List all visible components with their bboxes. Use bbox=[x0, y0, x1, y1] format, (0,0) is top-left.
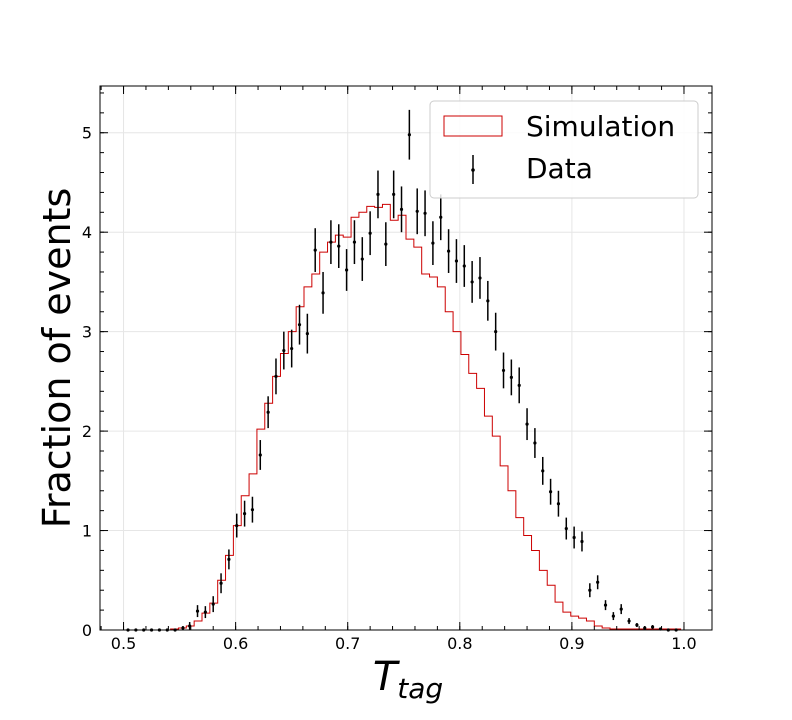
legend: Simulation Data bbox=[429, 100, 699, 199]
data-point bbox=[203, 610, 207, 614]
data-point bbox=[423, 211, 427, 215]
axis-ticks bbox=[100, 86, 712, 631]
data-point bbox=[627, 619, 631, 623]
data-point bbox=[486, 299, 490, 303]
x-tick-label: 1.0 bbox=[671, 634, 696, 653]
x-axis-label: Ttag bbox=[373, 654, 443, 705]
data-point bbox=[399, 207, 404, 211]
data-point bbox=[290, 346, 294, 351]
data-point bbox=[650, 625, 655, 629]
data-point bbox=[611, 614, 615, 618]
data-point bbox=[360, 257, 364, 261]
data-point bbox=[195, 609, 200, 613]
legend-simulation-swatch bbox=[443, 115, 503, 137]
data-point bbox=[643, 626, 647, 630]
data-point bbox=[282, 348, 286, 353]
legend-data-marker bbox=[471, 168, 475, 172]
data-point bbox=[321, 291, 325, 295]
data-point bbox=[431, 241, 435, 245]
data-point bbox=[541, 469, 545, 473]
data-point bbox=[352, 240, 357, 244]
y-tick-label: 4 bbox=[82, 223, 92, 242]
data-point bbox=[446, 249, 451, 253]
data-point bbox=[439, 215, 443, 219]
data-point bbox=[556, 502, 561, 506]
data-point bbox=[415, 209, 419, 213]
data-point bbox=[494, 330, 498, 334]
data-point bbox=[603, 603, 608, 607]
x-axis-label-subscript: tag bbox=[397, 672, 443, 705]
data-point bbox=[266, 410, 270, 414]
y-tick-label: 5 bbox=[82, 124, 92, 143]
data-point bbox=[572, 535, 576, 540]
x-tick-label: 0.7 bbox=[335, 634, 360, 653]
y-tick-label: 0 bbox=[82, 621, 92, 640]
data-point bbox=[525, 422, 529, 426]
data-point bbox=[392, 192, 396, 197]
data-point bbox=[242, 512, 247, 516]
x-tick-label: 0.5 bbox=[111, 634, 136, 653]
data-point bbox=[329, 240, 333, 244]
y-tick-label: 3 bbox=[82, 323, 92, 342]
axis-tick-labels: 0.5 0.6 0.7 0.8 0.9 1.0 0 1 2 3 4 5 bbox=[82, 124, 697, 653]
data-point bbox=[227, 557, 231, 561]
x-tick-label: 0.9 bbox=[559, 634, 584, 653]
x-tick-label: 0.6 bbox=[223, 634, 248, 653]
data-point bbox=[344, 268, 349, 272]
plot-frame bbox=[99, 85, 713, 631]
data-point bbox=[313, 248, 317, 252]
data-point bbox=[564, 526, 568, 531]
data-point bbox=[384, 242, 388, 246]
data-point bbox=[337, 244, 341, 248]
data-point bbox=[368, 231, 372, 235]
data-point bbox=[181, 626, 185, 630]
x-tick-label: 0.8 bbox=[447, 634, 472, 653]
data-point bbox=[517, 383, 521, 387]
data-point bbox=[478, 276, 482, 280]
data-point bbox=[407, 133, 411, 137]
data-point bbox=[619, 607, 623, 611]
legend-simulation-label: Simulation bbox=[526, 110, 675, 143]
data-point bbox=[454, 259, 459, 263]
data-point bbox=[274, 374, 278, 378]
data-point bbox=[297, 323, 302, 327]
data-point bbox=[376, 192, 380, 197]
data-point bbox=[580, 539, 584, 544]
legend-data-label: Data bbox=[526, 152, 593, 185]
y-tick-label: 1 bbox=[82, 522, 92, 541]
data-point bbox=[533, 441, 537, 445]
data-point bbox=[588, 588, 592, 592]
y-axis-label: Fraction of events bbox=[35, 188, 79, 529]
data-point bbox=[501, 368, 506, 373]
data-point bbox=[596, 580, 600, 584]
data-point bbox=[470, 280, 474, 284]
data-point bbox=[250, 508, 255, 512]
data-point bbox=[219, 581, 223, 585]
x-axis-label-main: T bbox=[373, 654, 401, 700]
data-point bbox=[211, 602, 215, 606]
data-point bbox=[548, 490, 553, 494]
data-point bbox=[509, 375, 513, 379]
data-point bbox=[635, 623, 639, 627]
data-point bbox=[305, 332, 309, 336]
y-tick-label: 2 bbox=[82, 422, 92, 441]
legend-box bbox=[429, 100, 699, 199]
data-point bbox=[235, 523, 239, 528]
data-point bbox=[462, 264, 466, 268]
data-point bbox=[258, 453, 262, 457]
